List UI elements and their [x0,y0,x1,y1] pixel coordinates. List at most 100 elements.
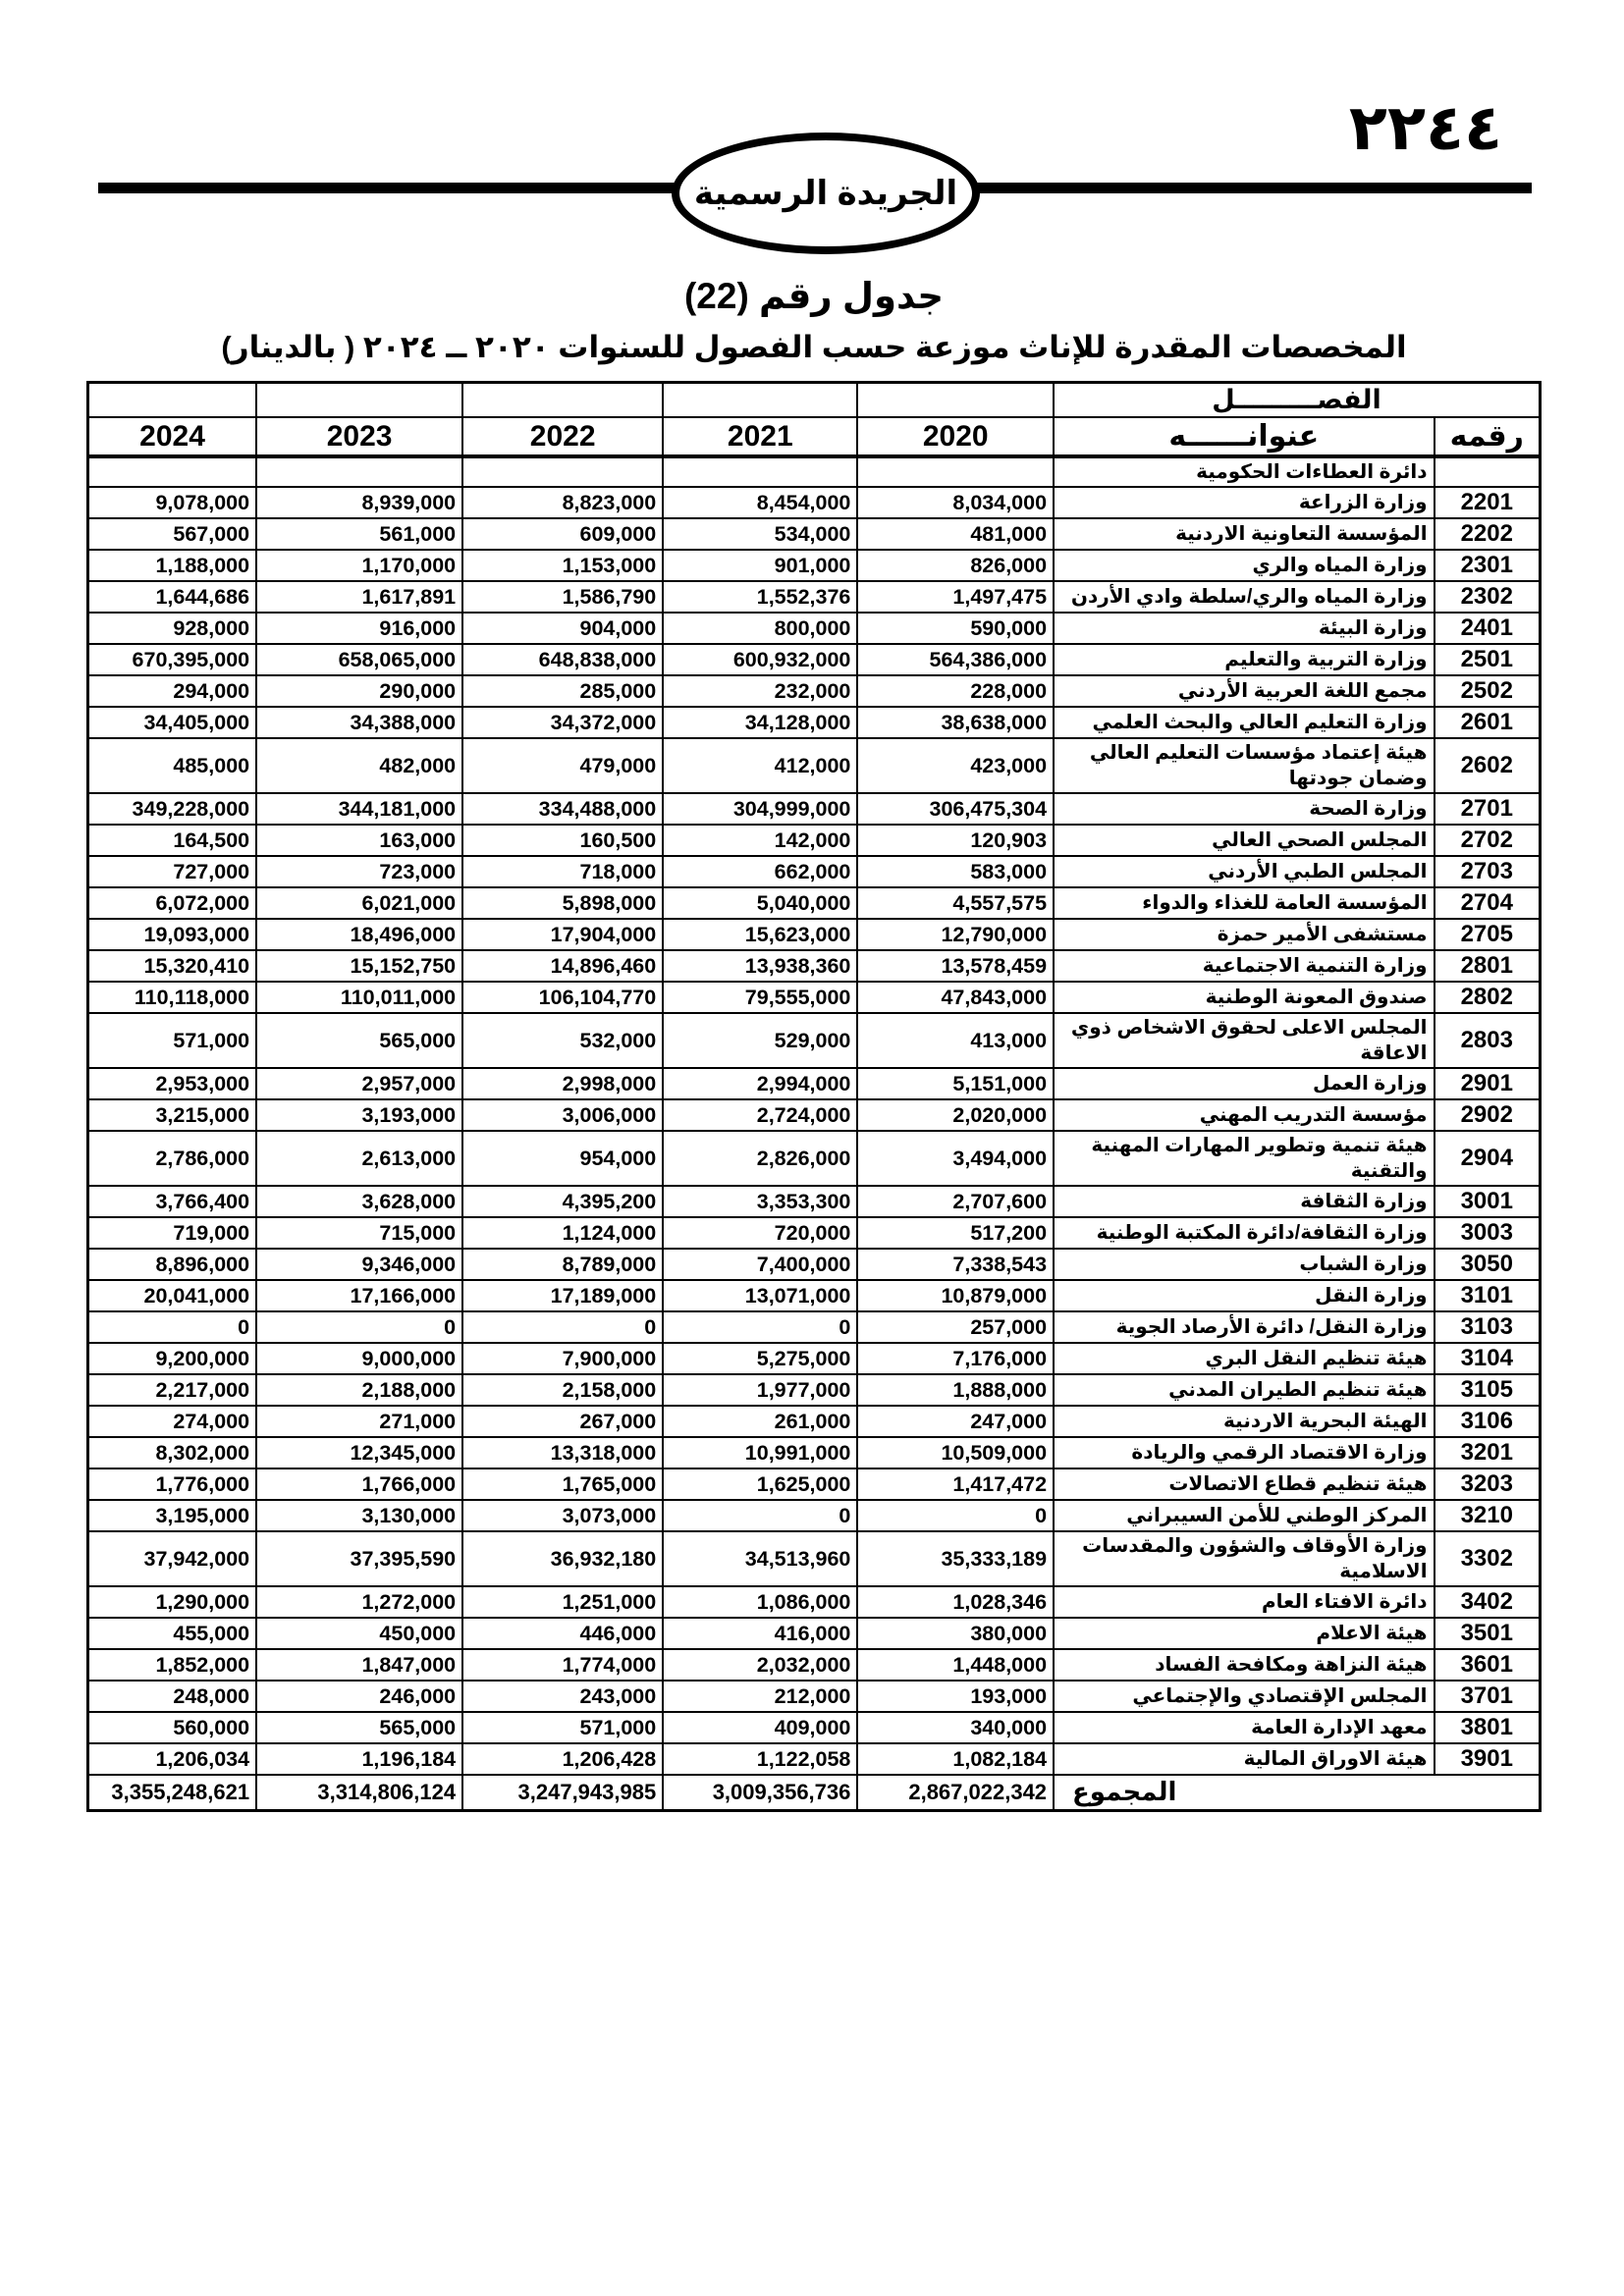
row-title: هيئة تنظيم قطاع الاتصالات [1053,1468,1435,1501]
table-row: 3203 هيئة تنظيم قطاع الاتصالات 1,417,472 1,… [86,1468,1542,1501]
col-header-code: رقمه [1433,416,1542,458]
value-2024: 20,041,000 [86,1279,258,1312]
row-code: 2401 [1433,612,1542,645]
value-2020: 257,000 [856,1310,1056,1344]
row-code: 3001 [1433,1185,1542,1218]
value-2021: 2,826,000 [662,1130,859,1187]
value-2021: 2,032,000 [662,1648,859,1682]
row-title: وزارة الصحة [1053,792,1435,826]
row-title: وزارة الأوقاف والشؤون والمقدسات الاسلامي… [1053,1530,1435,1587]
col-header-year-2020: 2020 [856,416,1056,458]
row-title: دائرة العطاءات الحكومية [1053,455,1435,488]
value-2021: 720,000 [662,1216,859,1250]
value-2020: 1,448,000 [856,1648,1056,1682]
value-2023: 561,000 [255,517,464,551]
value-2021: 34,128,000 [662,706,859,739]
value-2021: 412,000 [662,737,859,794]
row-title: وزارة التربية والتعليم [1053,643,1435,676]
row-code: 3201 [1433,1436,1542,1469]
value-2021: 142,000 [662,824,859,857]
value-2020: 10,509,000 [856,1436,1056,1469]
value-2022 [461,455,665,488]
value-2021: 1,086,000 [662,1585,859,1619]
table-row: 2702 المجلس الصحي العالي 120,903 142,000 160… [86,824,1542,857]
value-2020: 481,000 [856,517,1056,551]
total-2023: 3,314,806,124 [255,1774,464,1811]
table-row: 3302 وزارة الأوقاف والشؤون والمقدسات الاس… [86,1530,1542,1587]
empty-header-cell [662,381,859,418]
row-title: المجلس الصحي العالي [1053,824,1435,857]
value-2022: 267,000 [461,1405,665,1438]
table-row: 3601 هيئة النزاهة ومكافحة الفساد 1,448,000… [86,1648,1542,1682]
table-row: 2701 وزارة الصحة 306,475,304 304,999,000 334… [86,792,1542,826]
value-2022: 954,000 [461,1130,665,1187]
value-2020: 193,000 [856,1680,1056,1713]
value-2023: 34,388,000 [255,706,464,739]
value-2023: 344,181,000 [255,792,464,826]
value-2022: 718,000 [461,855,665,888]
table-row: 3210 المركز الوطني للأمن السيبراني 0 0 3,073… [86,1499,1542,1532]
row-code: 2301 [1433,549,1542,582]
value-2020: 1,082,184 [856,1742,1056,1776]
total-label: المجموع [1053,1774,1542,1811]
value-2022: 609,000 [461,517,665,551]
value-2021: 1,552,376 [662,580,859,614]
value-2024: 1,776,000 [86,1468,258,1501]
value-2024: 1,644,686 [86,580,258,614]
value-2021: 662,000 [662,855,859,888]
value-2024: 567,000 [86,517,258,551]
value-2022: 648,838,000 [461,643,665,676]
col-header-year-2024: 2024 [86,416,258,458]
value-2020: 120,903 [856,824,1056,857]
row-code: 2702 [1433,824,1542,857]
value-2023: 15,152,750 [255,949,464,983]
row-code: 2802 [1433,981,1542,1014]
value-2023: 163,000 [255,824,464,857]
row-title: المجلس الاعلى لحقوق الاشخاص ذوي الاعاقة [1053,1012,1435,1069]
value-2021: 1,625,000 [662,1468,859,1501]
value-2023: 3,193,000 [255,1098,464,1132]
row-code: 2201 [1433,486,1542,519]
row-code: 2705 [1433,918,1542,951]
value-2023 [255,455,464,488]
row-code: 3105 [1433,1373,1542,1407]
value-2024: 560,000 [86,1711,258,1744]
empty-header-cell [255,381,464,418]
row-code: 2803 [1433,1012,1542,1069]
value-2021: 13,938,360 [662,949,859,983]
table-row: 2501 وزارة التربية والتعليم 564,386,000 600… [86,643,1542,676]
value-2024: 670,395,000 [86,643,258,676]
table-row: 3402 دائرة الافتاء العام 1,028,346 1,086,00… [86,1585,1542,1619]
row-title: وزارة الثقافة/دائرة المكتبة الوطنية [1053,1216,1435,1250]
value-2024: 19,093,000 [86,918,258,951]
value-2022: 1,206,428 [461,1742,665,1776]
row-code: 2703 [1433,855,1542,888]
row-code: 2801 [1433,949,1542,983]
value-2022: 285,000 [461,674,665,708]
row-title: المجلس الإقتصادي والإجتماعي [1053,1680,1435,1713]
row-title: وزارة البيئة [1053,612,1435,645]
table-row: 2902 مؤسسة التدريب المهني 2,020,000 2,724,0… [86,1098,1542,1132]
row-code: 3302 [1433,1530,1542,1587]
row-code: 2502 [1433,674,1542,708]
row-title: دائرة الافتاء العام [1053,1585,1435,1619]
value-2022: 8,789,000 [461,1248,665,1281]
table-row: 2801 وزارة التنمية الاجتماعية 13,578,459 13… [86,949,1542,983]
group-row: دائرة العطاءات الحكومية [86,455,1542,488]
value-2022: 17,904,000 [461,918,665,951]
value-2024: 2,786,000 [86,1130,258,1187]
row-code: 2901 [1433,1067,1542,1100]
table-row: 2201 وزارة الزراعة 8,034,000 8,454,000 8,823… [86,486,1542,519]
value-2020 [856,455,1056,488]
table-row: 3801 معهد الإدارة العامة 340,000 409,000 571… [86,1711,1542,1744]
value-2022: 160,500 [461,824,665,857]
value-2022: 904,000 [461,612,665,645]
value-2024: 1,206,034 [86,1742,258,1776]
gazette-badge: الجريدة الرسمية [672,133,980,254]
total-row: المجموع 2,867,022,342 3,009,356,736 3,247,9… [86,1774,1542,1811]
value-2022: 14,896,460 [461,949,665,983]
row-code: 2704 [1433,886,1542,920]
value-2024: 15,320,410 [86,949,258,983]
value-2022: 2,998,000 [461,1067,665,1100]
value-2022: 4,395,200 [461,1185,665,1218]
